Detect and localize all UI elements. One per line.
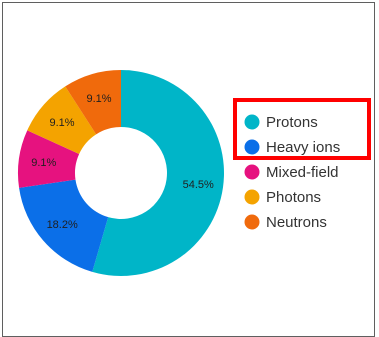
legend-label-mixed-field: Mixed-field (266, 164, 339, 181)
legend-item-mixed-field[interactable]: Mixed-field (244, 164, 339, 181)
legend-label-protons: Protons (266, 114, 318, 131)
slice-mixed-field[interactable] (17, 130, 80, 188)
slice-heavy-ions[interactable] (19, 179, 109, 272)
legend-swatch-heavy-ions (244, 139, 260, 155)
slice-photons[interactable] (27, 86, 97, 154)
slice-labels: 54.5% 18.2% 9.1% 9.1% 9.1% (31, 93, 214, 231)
legend-item-protons[interactable]: Protons (244, 114, 318, 131)
legend-item-heavy-ions[interactable]: Heavy ions (244, 139, 341, 156)
legend-swatch-protons (244, 114, 260, 130)
slice-value-label-neutrons: 9.1% (86, 93, 111, 105)
legend-label-heavy-ions: Heavy ions (266, 139, 340, 156)
donut-slices (17, 70, 224, 276)
legend: Protons Heavy ions Mixed-field Photons Neutr… (244, 114, 341, 231)
slice-protons[interactable] (92, 70, 224, 276)
legend-label-neutrons: Neutrons (266, 214, 327, 231)
slice-neutrons[interactable] (65, 70, 121, 135)
legend-swatch-neutrons (244, 214, 260, 230)
legend-item-neutrons[interactable]: Neutrons (244, 214, 327, 231)
slice-value-label-mixed-field: 9.1% (31, 157, 56, 169)
slice-value-label-protons: 54.5% (183, 179, 214, 191)
legend-item-photons[interactable]: Photons (244, 189, 322, 206)
legend-swatch-mixed-field (244, 164, 260, 180)
legend-highlight-box (233, 98, 371, 160)
legend-swatch-photons (244, 189, 260, 205)
slice-value-label-heavy-ions: 18.2% (47, 219, 78, 231)
legend-label-photons: Photons (266, 189, 321, 206)
slice-value-label-photons: 9.1% (49, 117, 74, 129)
